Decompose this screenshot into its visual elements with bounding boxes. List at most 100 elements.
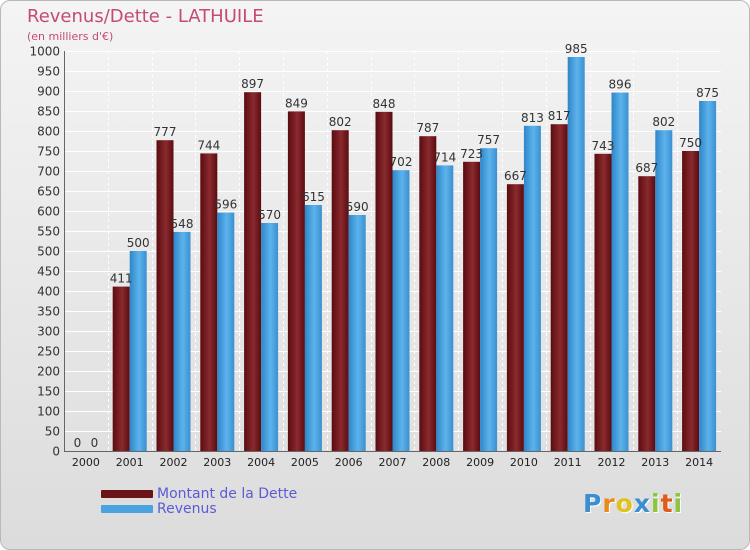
legend-label-revenus: Revenus xyxy=(157,501,217,517)
x-tick-label: 2014 xyxy=(685,456,713,469)
y-tick-label: 100 xyxy=(37,405,60,419)
bar-dette xyxy=(244,92,262,451)
data-label: 596 xyxy=(214,198,237,212)
x-tick-label: 2009 xyxy=(466,456,494,469)
data-label: 848 xyxy=(373,97,396,111)
data-label: 813 xyxy=(521,111,544,125)
data-label: 548 xyxy=(171,217,194,231)
x-tick-label: 2002 xyxy=(160,456,188,469)
y-tick-label: 950 xyxy=(37,65,60,79)
data-label: 667 xyxy=(504,169,527,183)
x-tick-label: 2005 xyxy=(291,456,319,469)
y-tick-label: 1000 xyxy=(29,45,60,59)
x-tick-label: 2004 xyxy=(247,456,275,469)
data-label: 500 xyxy=(127,236,150,250)
bar-revenus xyxy=(173,231,191,451)
bar-dette xyxy=(594,153,612,452)
y-tick-label: 450 xyxy=(37,265,60,279)
data-label: 615 xyxy=(302,190,325,204)
data-label: 985 xyxy=(565,42,588,56)
x-tick-label: 2010 xyxy=(510,456,538,469)
data-label: 777 xyxy=(154,125,177,139)
data-label: 817 xyxy=(548,109,571,123)
x-tick-label: 2001 xyxy=(116,456,144,469)
chart-title: Revenus/Dette - LATHUILE xyxy=(27,6,264,27)
logo-letter: o xyxy=(615,489,634,518)
y-tick-label: 850 xyxy=(37,105,60,119)
data-label: 875 xyxy=(696,86,719,100)
data-label: 590 xyxy=(346,200,369,214)
bar-revenus xyxy=(129,251,147,451)
data-label: 0 xyxy=(74,436,82,450)
y-tick-label: 0 xyxy=(52,445,60,459)
y-tick-label: 900 xyxy=(37,85,60,99)
legend-swatch-dette xyxy=(101,490,153,498)
bar-dette xyxy=(375,111,393,452)
y-tick-label: 50 xyxy=(45,425,60,439)
y-tick-label: 750 xyxy=(37,145,60,159)
data-label: 849 xyxy=(285,96,308,110)
x-tick-label: 2012 xyxy=(598,456,626,469)
bar-dette xyxy=(550,124,568,451)
bar-revenus xyxy=(655,130,673,451)
x-tick-label: 2011 xyxy=(554,456,582,469)
bar-dette xyxy=(156,140,174,451)
bar-revenus xyxy=(217,212,235,451)
bar-dette xyxy=(463,161,481,452)
data-label: 757 xyxy=(477,133,500,147)
y-tick-label: 600 xyxy=(37,205,60,219)
data-label: 714 xyxy=(433,150,456,164)
data-label: 0 xyxy=(91,436,99,450)
data-label: 750 xyxy=(679,136,702,150)
y-tick-label: 800 xyxy=(37,125,60,139)
y-tick-label: 300 xyxy=(37,325,60,339)
bar-dette xyxy=(112,286,130,451)
y-tick-label: 700 xyxy=(37,165,60,179)
data-label: 897 xyxy=(241,77,264,91)
y-tick-label: 550 xyxy=(37,225,60,239)
logo-letter: t xyxy=(660,489,674,518)
logo-letter: i xyxy=(673,489,684,518)
bar-revenus xyxy=(699,101,717,451)
x-tick-label: 2008 xyxy=(422,456,450,469)
y-tick-label: 250 xyxy=(37,345,60,359)
x-tick-label: 2000 xyxy=(72,456,100,469)
data-label: 802 xyxy=(329,115,352,129)
data-label: 787 xyxy=(416,121,439,135)
legend-swatch-revenus xyxy=(101,505,153,513)
x-tick-label: 2006 xyxy=(335,456,363,469)
bar-dette xyxy=(331,130,349,451)
logo-letter: i xyxy=(651,489,661,518)
bar-revenus xyxy=(611,92,629,451)
bar-dette xyxy=(506,184,524,451)
logo-letter: x xyxy=(633,489,651,518)
x-tick-label: 2007 xyxy=(379,456,407,469)
y-tick-label: 200 xyxy=(37,365,60,379)
y-tick-label: 500 xyxy=(37,245,60,259)
data-label: 411 xyxy=(110,272,133,286)
y-tick-label: 650 xyxy=(37,185,60,199)
data-label: 744 xyxy=(197,138,220,152)
bar-dette xyxy=(419,136,437,451)
data-label: 702 xyxy=(390,155,413,169)
bar-revenus xyxy=(567,57,585,451)
bar-dette xyxy=(638,176,656,451)
bar-revenus xyxy=(261,223,279,451)
legend-label-dette: Montant de la Dette xyxy=(157,486,298,502)
bar-revenus xyxy=(304,205,322,451)
bar-revenus xyxy=(436,165,454,451)
proxiti-logo: Proxiti xyxy=(583,489,683,518)
bar-revenus xyxy=(348,215,366,451)
bar-revenus xyxy=(392,170,410,451)
logo-letter: r xyxy=(602,489,616,518)
x-tick-label: 2003 xyxy=(203,456,231,469)
chart-subtitle: (en milliers d'€) xyxy=(27,30,114,43)
logo-letter: P xyxy=(583,489,603,518)
data-label: 743 xyxy=(592,139,615,153)
data-label: 687 xyxy=(635,161,658,175)
y-tick-label: 150 xyxy=(37,385,60,399)
data-label: 723 xyxy=(460,147,483,161)
data-label: 896 xyxy=(609,78,632,92)
y-tick-label: 400 xyxy=(37,285,60,299)
